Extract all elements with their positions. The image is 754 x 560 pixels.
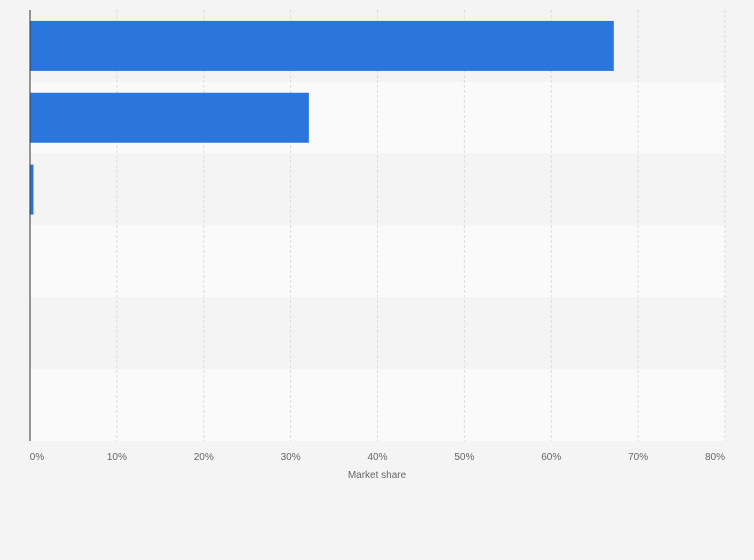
bar [30,164,34,215]
row-band [30,153,725,226]
bar [30,20,614,71]
gridlines [116,10,726,441]
x-tick-label: 20% [194,452,214,463]
x-tick-labels: 0% 10% 20% 30% 40% 50% 60% 70% 80% [30,452,725,463]
bars [30,20,614,215]
row-band [30,297,725,370]
x-tick-label: 70% [628,452,648,463]
x-tick-label: 0% [30,452,45,463]
x-axis-title: Market share [348,470,407,481]
bar [30,92,309,143]
x-tick-label: 50% [454,452,474,463]
x-tick-label: 10% [107,452,127,463]
x-tick-label: 40% [367,452,387,463]
x-tick-label: 60% [541,452,561,463]
x-tick-label: 30% [281,452,301,463]
x-tick-label: 80% [705,452,725,463]
